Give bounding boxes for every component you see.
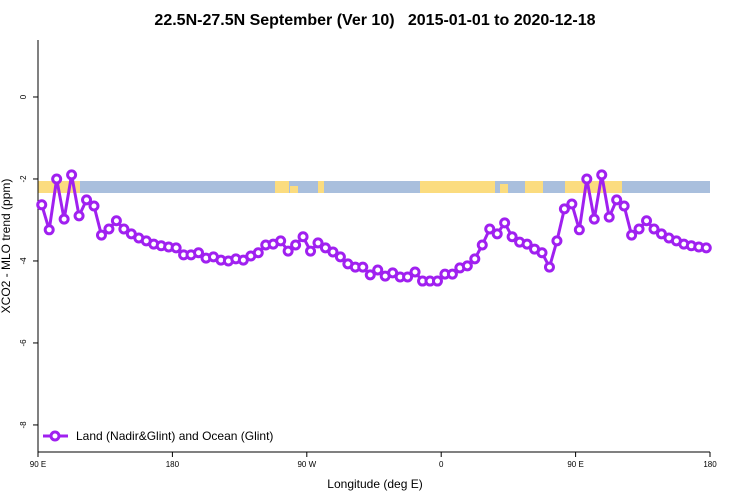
x-tick-label: 180: [703, 460, 717, 469]
data-point: [596, 169, 608, 181]
y-tick-label: -4: [19, 257, 28, 265]
y-tick-label: -6: [19, 339, 28, 347]
data-point: [58, 213, 70, 225]
data-point: [357, 261, 369, 273]
data-point: [73, 210, 85, 222]
data-point: [402, 271, 414, 283]
data-point: [648, 223, 660, 235]
land-band: [525, 181, 543, 193]
land-band: [565, 181, 622, 193]
chart-title: 22.5N-27.5N September (Ver 10) 2015-01-0…: [154, 12, 595, 29]
data-point: [551, 235, 563, 247]
data-point: [491, 228, 503, 240]
data-point: [95, 229, 107, 241]
data-point: [536, 247, 548, 259]
data-point: [431, 275, 443, 287]
data-point: [81, 194, 93, 206]
data-point: [36, 199, 48, 211]
data-point: [633, 223, 645, 235]
data-point: [290, 239, 302, 251]
land-band: [420, 181, 495, 193]
data-point: [566, 198, 578, 210]
data-point: [275, 235, 287, 247]
data-point: [282, 245, 294, 257]
x-tick-label: 90 E: [30, 460, 46, 469]
x-tick-label: 180: [166, 460, 180, 469]
data-point: [252, 247, 264, 259]
data-point: [641, 215, 653, 227]
data-point: [43, 224, 55, 236]
data-point: [446, 268, 458, 280]
y-axis-label: XCO2 - MLO trend (ppm): [0, 179, 13, 314]
data-point: [558, 203, 570, 215]
x-tick-label: 90 E: [567, 460, 583, 469]
data-point: [51, 173, 63, 185]
land-band: [500, 184, 508, 193]
data-point: [626, 229, 638, 241]
data-point: [543, 261, 555, 273]
data-point: [409, 266, 421, 278]
data-point: [372, 264, 384, 276]
data-point: [700, 242, 712, 254]
data-point: [110, 215, 122, 227]
data-point: [506, 231, 518, 243]
data-point: [327, 246, 339, 258]
y-tick-label: -2: [19, 175, 28, 183]
data-point: [305, 245, 317, 257]
data-point: [469, 253, 481, 265]
data-point: [364, 269, 376, 281]
data-point: [312, 237, 324, 249]
y-tick-label: 0: [19, 94, 28, 99]
land-band: [290, 186, 298, 193]
data-point: [588, 213, 600, 225]
data-point: [581, 173, 593, 185]
data-point: [476, 239, 488, 251]
data-point: [118, 223, 130, 235]
legend-marker: [49, 430, 61, 442]
x-axis-label: Longitude (deg E): [327, 477, 422, 491]
data-point: [103, 223, 115, 235]
x-tick-label: 90 W: [297, 460, 316, 469]
data-point: [334, 251, 346, 263]
data-point: [611, 194, 623, 206]
data-point: [66, 169, 78, 181]
x-tick-label: 0: [439, 460, 444, 469]
data-point: [170, 242, 182, 254]
data-point: [461, 260, 473, 272]
data-point: [573, 224, 585, 236]
data-point: [618, 200, 630, 212]
land-band: [318, 181, 324, 193]
legend-label: Land (Nadir&Glint) and Ocean (Glint): [76, 429, 273, 443]
data-point: [88, 200, 100, 212]
data-point: [603, 211, 615, 223]
data-point: [499, 217, 511, 229]
data-point: [193, 247, 205, 259]
data-point: [521, 238, 533, 250]
y-tick-label: -8: [19, 421, 28, 429]
land-band: [275, 181, 289, 193]
data-point: [297, 231, 309, 243]
data-point: [484, 223, 496, 235]
surface-band: [38, 181, 710, 193]
